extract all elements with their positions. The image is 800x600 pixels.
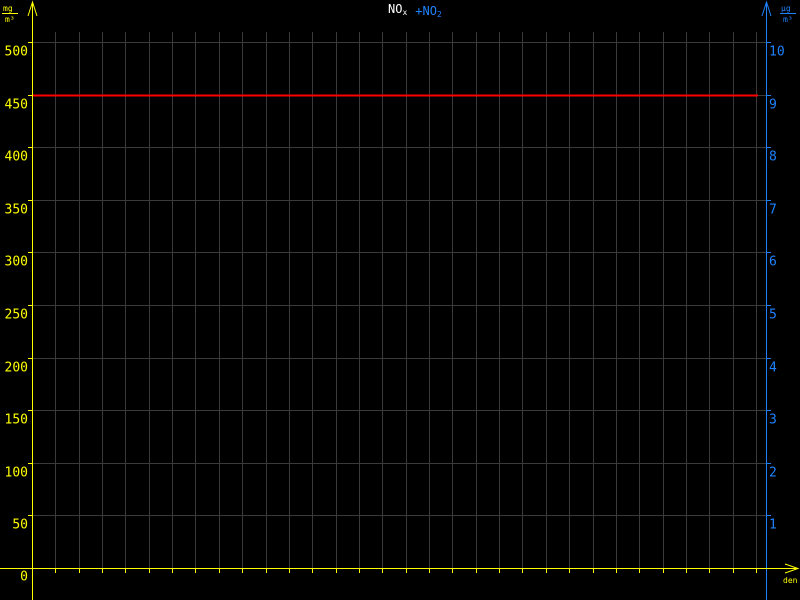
left-tick-label: 450 (5, 98, 28, 113)
left-tick-label: 250 (5, 308, 28, 323)
right-unit-denominator: m³ (783, 15, 793, 24)
left-unit-numerator: mg (3, 4, 13, 13)
right-tick-label: 6 (769, 255, 777, 270)
left-tick-label: 150 (5, 413, 28, 428)
title-part: NO (388, 2, 402, 16)
x-axis-label: den (783, 576, 798, 585)
right-unit-numerator: µg (781, 4, 791, 13)
left-tick-label: 300 (5, 255, 28, 270)
left-unit-denominator: m³ (5, 15, 15, 24)
left-tick-label: 50 (12, 518, 28, 533)
right-tick-label: 8 (769, 150, 777, 165)
title-subscript: 2 (437, 10, 442, 19)
right-axis-arrow-icon (761, 0, 772, 17)
right-tick-label: 5 (769, 308, 777, 323)
left-tick-label: 400 (5, 150, 28, 165)
right-tick-label: 4 (769, 361, 777, 376)
left-axis-arrow-icon (27, 0, 38, 17)
left-tick-label: 350 (5, 203, 28, 218)
grid (32, 32, 766, 568)
right-tick-label: 7 (769, 203, 777, 218)
left-tick-label: 100 (5, 466, 28, 481)
title-part: +NO (415, 4, 437, 18)
right-tick-label: 10 (769, 45, 785, 60)
right-tick-label: 9 (769, 98, 777, 113)
right-tick-label: 2 (769, 466, 777, 481)
right-tick-label: 3 (769, 413, 777, 428)
right-tick-label: 1 (769, 518, 777, 533)
left-tick-label: 500 (5, 45, 28, 60)
title-subscript: x (402, 8, 407, 17)
chart-title: NOx +NO2 (388, 2, 442, 19)
left-tick-label: 0 (20, 570, 28, 585)
left-tick-label: 200 (5, 361, 28, 376)
x-axis-arrow-icon (784, 563, 800, 574)
